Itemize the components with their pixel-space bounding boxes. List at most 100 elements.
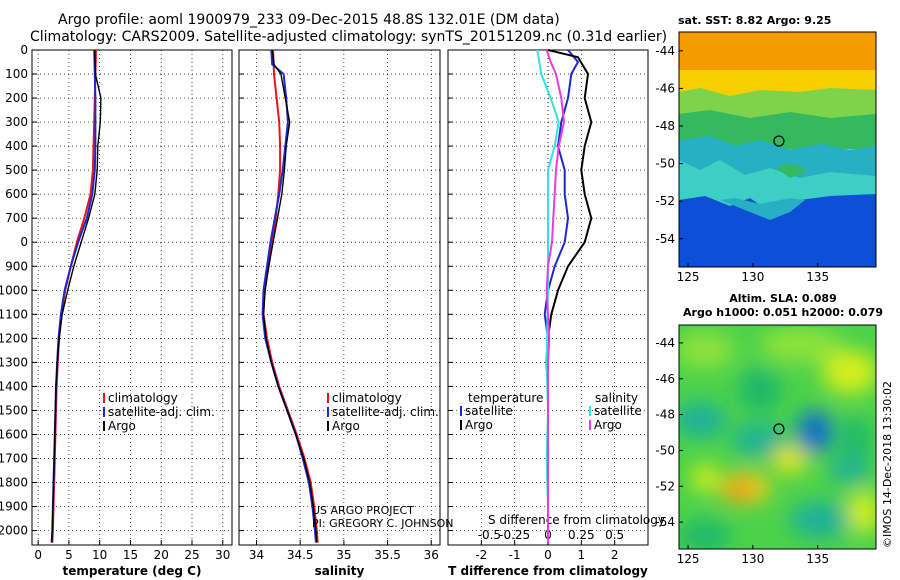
map-axes: 125 130 135 -44 -46 -48 -50 -52 -54 125 130 135 -44 -… (655, 44, 829, 566)
x-tick-label: 34 (249, 548, 264, 562)
y-tick-label: 1200 (0, 331, 28, 345)
temperature-axes-frame (31, 49, 233, 546)
series-line-climatology (262, 49, 319, 543)
difference-panel: -2 -1 0 1 2-0.5-0.25 0 0.25 0.5S difference fro… (447, 49, 665, 578)
x-tick-label: 2 (611, 548, 619, 562)
y-tick-label: 1600 (0, 427, 28, 441)
x-tick-label: 10 (92, 548, 107, 562)
figure-title-line1: Argo profile: aoml 1900979_233 09-Dec-20… (58, 12, 560, 28)
map-y-tick-label: -46 (655, 372, 675, 386)
map-x-tick-label: 125 (677, 552, 700, 566)
map-y-tick-label: -44 (655, 336, 675, 350)
x-tick-label: -2 (475, 548, 487, 562)
salinity-axes-frame (238, 49, 441, 546)
sla-map-frame (678, 324, 877, 550)
map-x-tick-label: 135 (806, 270, 829, 284)
y-tick-label: 0 (20, 43, 28, 57)
x-tick-label: 0 (544, 548, 552, 562)
x-tick-label: 34.5 (287, 548, 314, 562)
sla-map-title: Altim. SLA: 0.089 Argo h1000: 0.051 h200… (683, 292, 883, 319)
y-tick-label: 300 (5, 115, 28, 129)
map-y-tick-label: -44 (655, 44, 675, 58)
project-credit: US ARGO PROJECT PI: GREGORY C. JOHNSON (312, 504, 454, 530)
x2-axis-label: S difference from climatology (488, 513, 665, 527)
x2-tick-label: 0.5 (605, 528, 624, 542)
y-tick-label: 1500 (0, 403, 28, 417)
map-y-tick-label: -52 (655, 479, 675, 493)
series-line-argo (262, 49, 318, 543)
legend-label: Argo (332, 419, 360, 433)
x-tick-label: 1 (578, 548, 586, 562)
x-axis-label: temperature (deg C) (63, 564, 202, 578)
y-tick-label: 700 (5, 211, 28, 225)
map-x-tick-label: 125 (677, 270, 700, 284)
legend-group-title: salinity (595, 391, 638, 405)
legend-label: satellite-adj. clim. (108, 405, 215, 419)
x2-tick-label: -0.25 (499, 528, 530, 542)
y-tick-label: 1700 (0, 451, 28, 465)
y-tick-label: 100 (5, 67, 28, 81)
map-y-tick-label: -54 (655, 515, 675, 529)
y-tick-label: 1000 (0, 283, 28, 297)
argo-location-marker (773, 135, 785, 147)
x-tick-label: 36 (424, 548, 439, 562)
series-line-satellite-adj--clim- (50, 49, 97, 543)
series-line-satellite (536, 49, 560, 543)
x-tick-label: 5 (65, 548, 73, 562)
map-y-tick-label: -54 (655, 232, 675, 246)
legend-label: satellite (594, 404, 642, 418)
sst-map-title: sat. SST: 8.82 Argo: 9.25 (678, 14, 832, 27)
map-y-tick-label: -48 (655, 408, 675, 422)
x-tick-label: 20 (154, 548, 169, 562)
legend-label: satellite (465, 404, 513, 418)
y-tick-label: 2000 (0, 524, 28, 538)
x2-tick-label: -0.5 (478, 528, 501, 542)
series-line-argo (547, 49, 593, 543)
y-tick-label: 900 (5, 259, 28, 273)
series-line-satellite-adj--clim- (261, 49, 317, 543)
y-tick-label: 1300 (0, 355, 28, 369)
legend-label: Argo (465, 418, 493, 432)
x-tick-label: -1 (509, 548, 521, 562)
sla-map (679, 325, 876, 549)
salinity-panel: 34 34.5 35 35.5 36 salinity climatologysatelli… (238, 49, 441, 578)
x2-tick-label: 0.25 (568, 528, 595, 542)
map-y-tick-label: -52 (655, 194, 675, 208)
map-x-tick-label: 130 (741, 270, 764, 284)
imos-timestamp: ©IMOS 14-Dec-2018 13:30:02 (881, 381, 894, 548)
series-line-argo (51, 49, 102, 543)
y-tick-label: 500 (5, 163, 28, 177)
map-y-tick-label: -46 (655, 81, 675, 95)
figure-title-line2: Climatology: CARS2009. Satellite-adjuste… (30, 29, 668, 45)
legend-label: Argo (594, 418, 622, 432)
y-tick-label: 400 (5, 139, 28, 153)
temperature-panel: 0 5 10 15 20 25 30 temperature (deg C) 0 100 200 30… (0, 43, 233, 578)
y-tick-label: 600 (5, 187, 28, 201)
map-y-tick-label: -50 (655, 157, 675, 171)
x-tick-label: 35 (336, 548, 351, 562)
sst-map (679, 32, 876, 267)
map-x-tick-label: 130 (741, 552, 764, 566)
x-tick-label: 25 (184, 548, 199, 562)
legend-label: Argo (108, 419, 136, 433)
series-line-satellite (543, 49, 580, 543)
series-line-argo (545, 49, 566, 543)
y-tick-label: 0 (20, 235, 28, 249)
map-x-tick-label: 135 (806, 552, 829, 566)
x-tick-label: 15 (123, 548, 138, 562)
map-y-tick-label: -50 (655, 443, 675, 457)
x-axis-label: T difference from climatology (448, 564, 648, 578)
legend-label: climatology (332, 391, 402, 405)
y-tick-label: 1100 (0, 307, 28, 321)
x-tick-label: 0 (34, 548, 42, 562)
x-tick-label: 35.5 (374, 548, 401, 562)
legend-group-title: temperature (468, 391, 543, 405)
y-tick-label: 1400 (0, 379, 28, 393)
series-line-climatology (51, 49, 97, 543)
x-axis-label: salinity (315, 564, 365, 578)
y-tick-label: 200 (5, 91, 28, 105)
x-tick-label: 30 (215, 548, 230, 562)
y-tick-label: 1900 (0, 500, 28, 514)
sst-map-frame (678, 31, 877, 268)
